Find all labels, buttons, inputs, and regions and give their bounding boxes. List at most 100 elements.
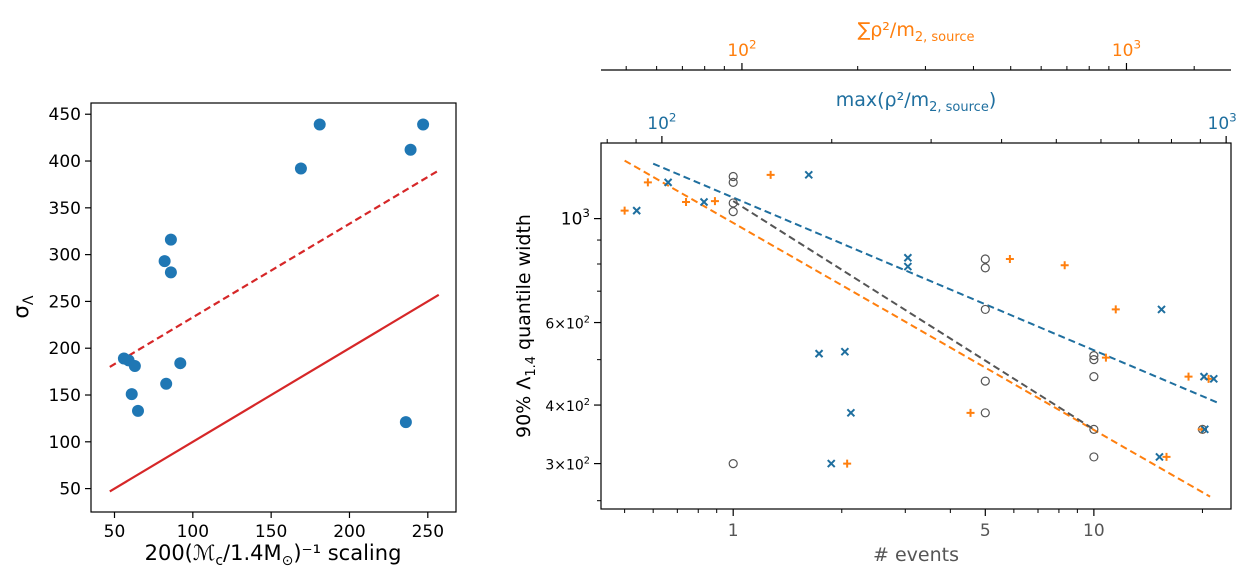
data-point — [404, 143, 417, 156]
circle-marker — [980, 263, 990, 273]
x-marker — [632, 206, 641, 215]
circle-marker — [1089, 372, 1099, 382]
plus-marker — [620, 206, 629, 215]
plus-marker — [1111, 305, 1120, 314]
data-point — [164, 266, 177, 279]
circle-marker — [980, 408, 990, 418]
y-tick-label: 100 — [49, 433, 81, 453]
right-y-ticks: 3×102 4×102 6×102 103 — [545, 206, 601, 502]
dashed-reference-line — [109, 169, 440, 368]
y-tick-label: 50 — [59, 480, 81, 500]
circle-marker — [728, 198, 738, 208]
x-marker — [804, 170, 813, 180]
x-tick-label: 1 — [728, 521, 739, 541]
plus-marker — [1005, 254, 1014, 263]
right-fit-lines — [624, 159, 1218, 498]
blue-tick-label: 102 — [647, 110, 676, 134]
blue-top-axis-label: max(ρ²/m2, source) — [836, 89, 997, 115]
circle-marker — [980, 254, 990, 264]
data-point — [399, 416, 412, 429]
plus-marker — [966, 408, 975, 417]
plus-marker — [643, 178, 652, 187]
y-tick-label: 400 — [49, 152, 81, 172]
x-tick-label: 5 — [980, 521, 991, 541]
data-point — [131, 404, 144, 417]
data-point — [313, 118, 326, 131]
x-marker — [1155, 452, 1164, 462]
left-y-axis-label: σΛ — [9, 295, 37, 318]
x-marker — [903, 262, 913, 271]
x-tick-label: 50 — [104, 522, 126, 542]
y-tick-label: 300 — [49, 246, 81, 266]
plus-marker — [1101, 353, 1110, 362]
orange-top-axis-label: ∑ρ²/m2, source — [857, 19, 974, 45]
x-marker — [699, 197, 709, 207]
x-tick-label: 150 — [255, 522, 287, 542]
plus-marker — [843, 459, 852, 468]
solid-reference-line — [109, 293, 440, 493]
x-marker — [1157, 305, 1166, 314]
left-x-ticks: 50 100 150 200 250 — [104, 512, 444, 542]
y-tick-label: 200 — [49, 339, 81, 359]
x-marker — [827, 459, 836, 468]
left-y-ticks: 50 100 150 200 250 300 350 400 450 — [49, 105, 91, 500]
x-marker — [840, 347, 850, 356]
circle-marker — [728, 458, 738, 469]
data-point — [164, 233, 177, 246]
circle-marker — [980, 376, 990, 386]
y-tick-label: 3×102 — [545, 455, 590, 473]
left-x-axis-label: 200(ℳc/1.4M⊙)⁻¹ scaling — [145, 541, 402, 568]
x-marker — [1199, 372, 1209, 381]
x-tick-label: 200 — [333, 522, 365, 542]
data-point — [174, 357, 187, 370]
left-panel: 50 100 150 200 250 50 100 150 200 250 300 350 400 45… — [9, 102, 457, 568]
gray-fit-line — [732, 200, 1095, 431]
x-marker — [903, 253, 913, 262]
x-tick-label: 250 — [412, 522, 444, 542]
circle-marker — [728, 171, 738, 182]
plus-marker — [1162, 452, 1171, 461]
data-point — [128, 359, 141, 372]
x-marker — [814, 349, 824, 358]
circle-marker — [1089, 452, 1099, 462]
y-tick-label: 250 — [49, 292, 81, 312]
y-tick-label: 103 — [561, 206, 590, 230]
orange-top-axis-ticks: 102 103 — [625, 37, 1195, 70]
circle-marker — [1089, 424, 1099, 434]
data-point — [160, 377, 173, 390]
y-tick-label: 150 — [49, 386, 81, 406]
orange-tick-label: 103 — [1112, 37, 1141, 61]
x-marker — [663, 178, 673, 187]
blue-tick-label: 103 — [1208, 110, 1237, 134]
orange-fit-line — [624, 159, 1211, 498]
plus-marker — [766, 170, 775, 179]
y-tick-label: 350 — [49, 199, 81, 219]
darkblue-fit-line — [652, 162, 1218, 404]
right-x-axis-label: # events — [873, 544, 959, 566]
data-point — [294, 162, 307, 175]
data-point — [158, 255, 171, 268]
x-tick-label: 10 — [1083, 521, 1105, 541]
x-marker — [1200, 425, 1209, 434]
right-x-ticks: 1 5 10 — [624, 509, 1203, 541]
x-tick-label: 100 — [177, 522, 209, 542]
left-points — [117, 118, 430, 429]
circle-marker — [980, 304, 990, 315]
left-fit-lines — [109, 169, 440, 493]
data-point — [417, 118, 430, 131]
plus-marker — [710, 197, 719, 206]
right-points — [620, 170, 1218, 469]
y-tick-label: 450 — [49, 105, 81, 125]
plus-marker — [1184, 372, 1193, 381]
left-plot-frame — [90, 102, 457, 513]
x-marker — [846, 408, 856, 418]
circle-marker — [728, 207, 738, 217]
blue-top-axis-ticks: 102 103 — [606, 110, 1237, 143]
y-tick-label: 6×102 — [545, 314, 590, 332]
plus-marker — [682, 198, 691, 207]
circle-marker — [1089, 355, 1099, 365]
circle-marker — [1089, 351, 1099, 361]
orange-tick-label: 102 — [727, 37, 756, 61]
x-marker — [1209, 374, 1218, 384]
